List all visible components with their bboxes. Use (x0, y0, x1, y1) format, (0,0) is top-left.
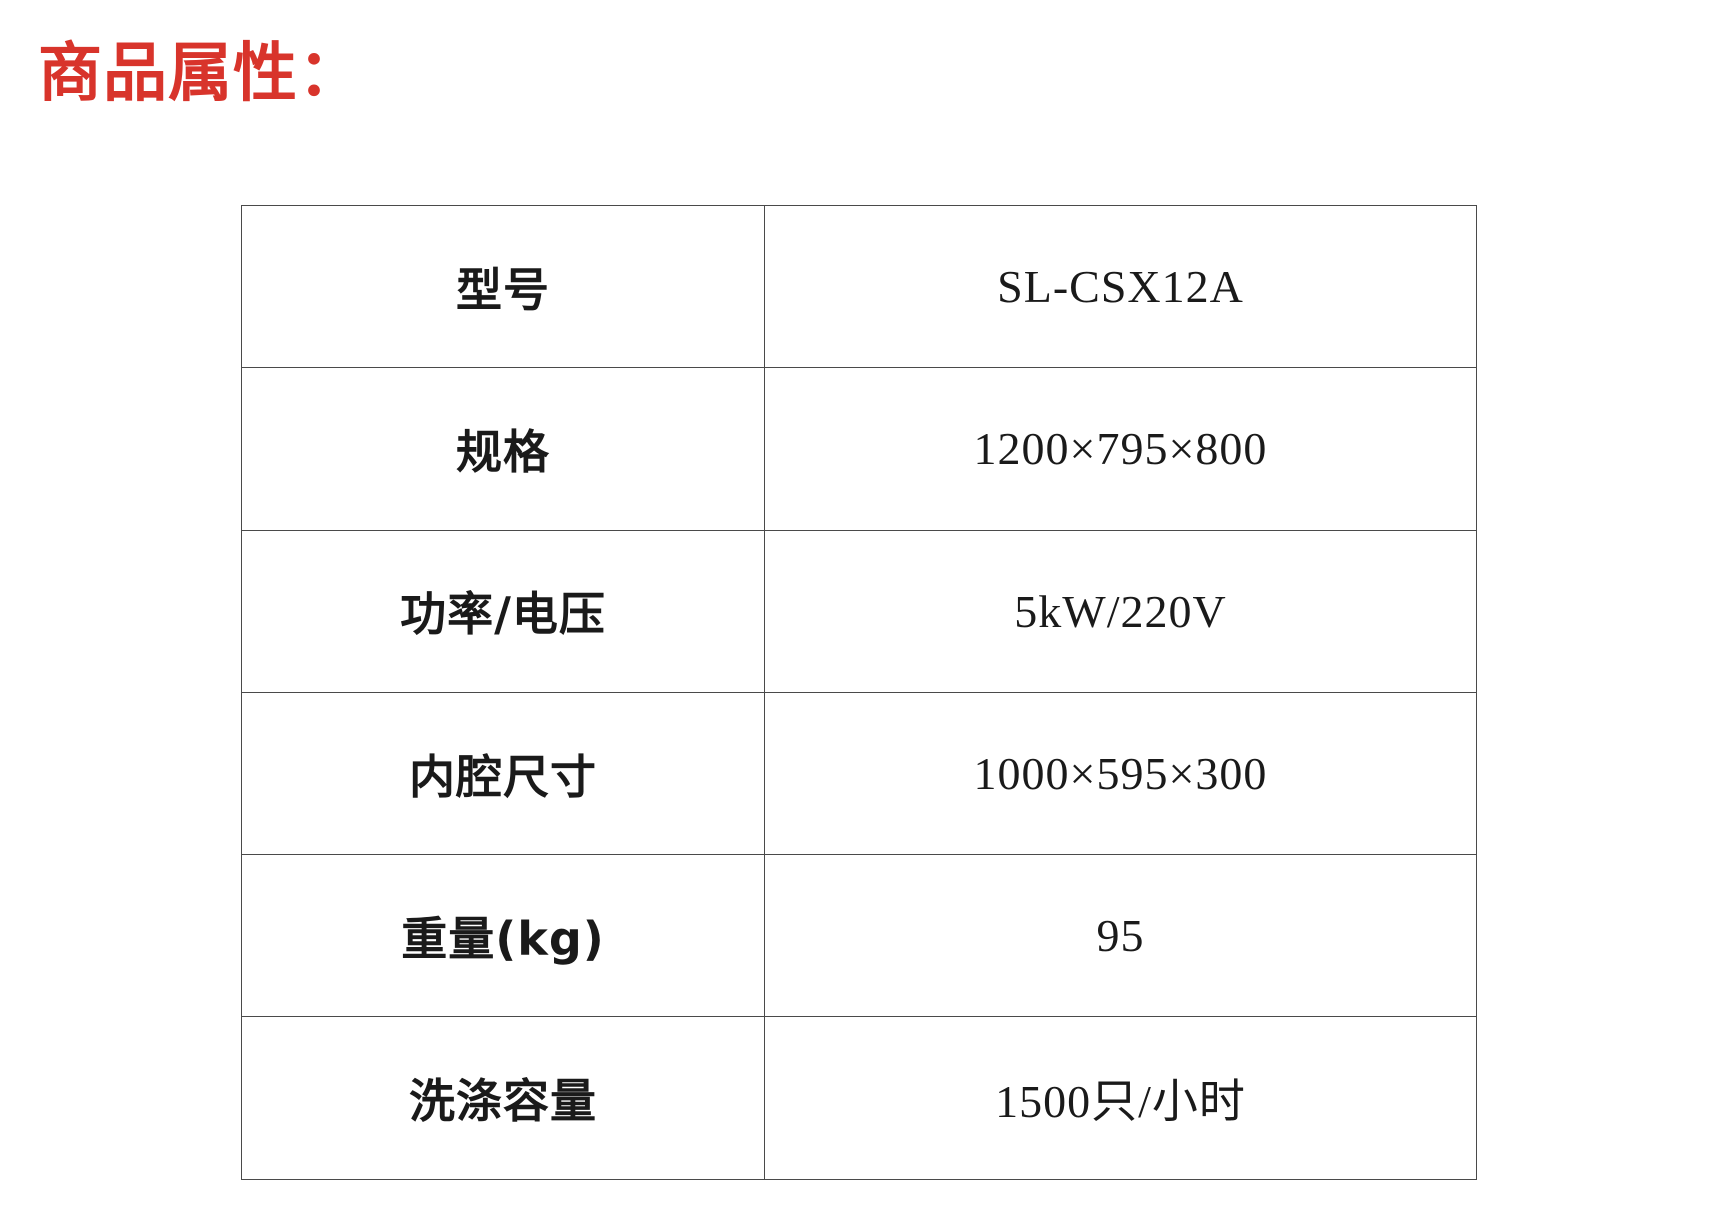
spec-value-weight: 95 (764, 854, 1477, 1018)
spec-label-wash-capacity: 洗涤容量 (241, 1016, 765, 1180)
spec-value-chamber-size: 1000×595×300 (764, 691, 1477, 856)
spec-table-container: 型号 SL-CSX12A 规格 1200×795×800 (241, 204, 1477, 1180)
table-row: 内腔尺寸 1000×595×300 (241, 691, 1477, 856)
spec-value-text: 1200×795×800 (973, 423, 1268, 475)
spec-label-dimensions: 规格 (241, 367, 765, 531)
spec-label-text: 重量(kg) (401, 911, 605, 966)
spec-label-power-voltage: 功率/电压 (241, 529, 765, 693)
spec-value-text: 1500只/小时 (995, 1076, 1246, 1128)
table-row: 洗涤容量 1500只/小时 (241, 1016, 1477, 1180)
spec-label-chamber-size: 内腔尺寸 (241, 691, 765, 856)
spec-label-text: 型号 (456, 262, 550, 317)
table-row: 规格 1200×795×800 (241, 367, 1477, 531)
spec-value-dimensions: 1200×795×800 (764, 367, 1477, 531)
spec-label-text: 规格 (456, 424, 550, 479)
spec-label-model: 型号 (241, 204, 765, 369)
spec-table-body: 型号 SL-CSX12A 规格 1200×795×800 (241, 204, 1477, 1180)
table-row: 型号 SL-CSX12A (241, 204, 1477, 369)
spec-value-text: 5kW/220V (1014, 585, 1227, 637)
spec-label-text: 洗涤容量 (409, 1074, 597, 1129)
spec-value-text: 95 (1096, 910, 1145, 962)
spec-label-text: 内腔尺寸 (409, 749, 597, 804)
table-row: 重量(kg) 95 (241, 854, 1477, 1018)
page-title: 商品属性： (38, 37, 363, 111)
product-attributes-table: 型号 SL-CSX12A 规格 1200×795×800 (241, 204, 1477, 1180)
spec-value-text: SL-CSX12A (997, 261, 1244, 313)
spec-value-model: SL-CSX12A (764, 204, 1477, 369)
table-row: 功率/电压 5kW/220V (241, 529, 1477, 693)
spec-value-wash-capacity: 1500只/小时 (764, 1016, 1477, 1180)
spec-value-power-voltage: 5kW/220V (764, 529, 1477, 693)
spec-label-weight: 重量(kg) (241, 854, 765, 1018)
spec-label-text: 功率/电压 (400, 587, 606, 642)
spec-value-text: 1000×595×300 (973, 748, 1268, 800)
